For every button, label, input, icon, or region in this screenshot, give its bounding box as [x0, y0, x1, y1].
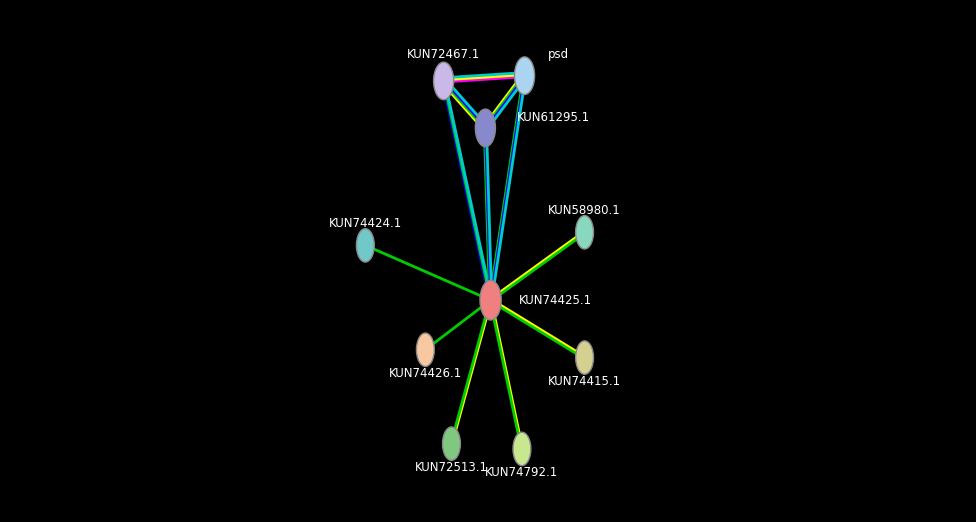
Text: KUN74424.1: KUN74424.1	[329, 217, 402, 230]
Text: KUN61295.1: KUN61295.1	[516, 111, 590, 124]
Ellipse shape	[513, 432, 531, 466]
Ellipse shape	[356, 229, 374, 262]
Text: KUN72467.1: KUN72467.1	[407, 49, 480, 61]
Ellipse shape	[576, 341, 593, 374]
Ellipse shape	[576, 216, 593, 249]
Ellipse shape	[480, 280, 502, 320]
Text: KUN74425.1: KUN74425.1	[519, 294, 592, 306]
Ellipse shape	[417, 333, 434, 366]
Ellipse shape	[514, 57, 535, 94]
Text: KUN74792.1: KUN74792.1	[485, 466, 558, 479]
Text: KUN74415.1: KUN74415.1	[548, 375, 621, 387]
Text: KUN74426.1: KUN74426.1	[388, 367, 462, 379]
Ellipse shape	[442, 427, 461, 460]
Ellipse shape	[475, 109, 496, 147]
Ellipse shape	[433, 62, 454, 100]
Text: KUN72513.1: KUN72513.1	[415, 461, 488, 473]
Text: psd: psd	[549, 49, 569, 61]
Text: KUN58980.1: KUN58980.1	[549, 204, 621, 217]
